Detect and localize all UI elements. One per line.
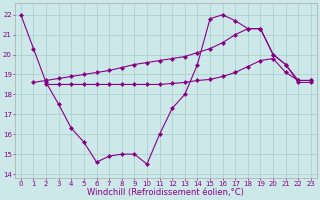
X-axis label: Windchill (Refroidissement éolien,°C): Windchill (Refroidissement éolien,°C): [87, 188, 244, 197]
